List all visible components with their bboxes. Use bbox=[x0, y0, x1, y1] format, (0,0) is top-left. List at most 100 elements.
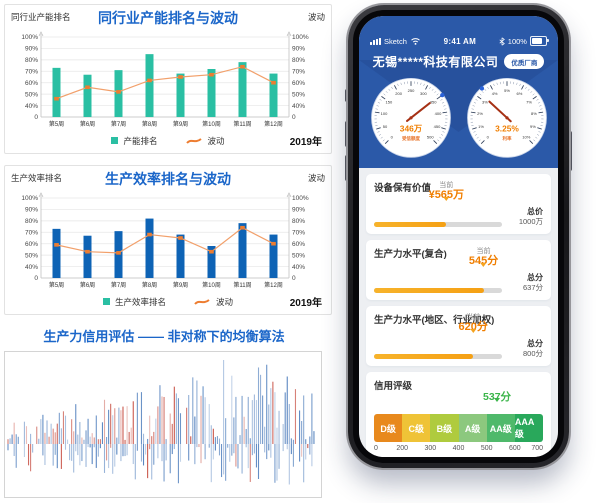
progress-zone: 当前 545分 bbox=[374, 248, 502, 293]
svg-text:10%: 10% bbox=[522, 135, 530, 140]
svg-text:100: 100 bbox=[380, 111, 387, 116]
rating-axis: 0 200 300 400 500 600 700 bbox=[374, 445, 543, 455]
card-title: 生产力水平(复合) bbox=[374, 249, 447, 260]
score-marker: 537分 bbox=[483, 392, 511, 419]
current-label: 当前 bbox=[476, 247, 491, 255]
total-label: 总分 bbox=[527, 338, 543, 348]
rating-segment: AAA级 bbox=[514, 414, 543, 442]
status-right-group: 100% bbox=[499, 36, 549, 46]
svg-text:50: 50 bbox=[382, 124, 387, 129]
app-header-panel: Sketch 9:41 AM 100% bbox=[359, 16, 558, 168]
svg-text:第7周: 第7周 bbox=[111, 281, 126, 289]
phone-mute-switch bbox=[345, 89, 349, 102]
svg-text:第8周: 第8周 bbox=[142, 281, 157, 289]
svg-text:40%: 40% bbox=[292, 103, 305, 110]
phone-mockup: Sketch 9:41 AM 100% bbox=[345, 5, 572, 468]
progress-fill bbox=[374, 288, 484, 293]
svg-text:7%: 7% bbox=[526, 99, 532, 104]
rating-segment: AA级 bbox=[486, 414, 515, 442]
svg-text:90%: 90% bbox=[292, 207, 305, 214]
phone-screen: Sketch 9:41 AM 100% bbox=[359, 16, 558, 457]
company-name: 无锡*****科技有限公司 bbox=[372, 55, 499, 69]
svg-text:70%: 70% bbox=[292, 229, 305, 236]
current-value: ¥565万 bbox=[428, 189, 465, 202]
svg-text:40%: 40% bbox=[25, 264, 38, 271]
svg-text:0: 0 bbox=[390, 135, 393, 140]
svg-text:5%: 5% bbox=[504, 88, 510, 93]
svg-text:500: 500 bbox=[426, 135, 433, 140]
bluetooth-icon bbox=[499, 36, 505, 46]
current-label: 当前 bbox=[466, 313, 481, 321]
svg-text:250: 250 bbox=[407, 88, 414, 93]
current-label: 当前 bbox=[439, 181, 454, 189]
rating-axis-label: 200 bbox=[396, 445, 408, 452]
efficiency-bar-line-plot: 100% 100% 90% 90% 80% 80% 70% 70% 60% 60% 50% 50% 40… bbox=[21, 192, 309, 289]
svg-text:70%: 70% bbox=[292, 68, 305, 75]
svg-text:50%: 50% bbox=[292, 91, 305, 98]
svg-text:90%: 90% bbox=[25, 46, 38, 53]
rating-scale: D级 C级 B级 A级 AA级 AAA级 bbox=[374, 414, 543, 442]
svg-text:100%: 100% bbox=[292, 34, 309, 41]
svg-text:第12周: 第12周 bbox=[264, 120, 283, 128]
svg-text:50%: 50% bbox=[292, 252, 305, 259]
rating-segment: D级 bbox=[374, 414, 403, 442]
company-header: 无锡*****科技有限公司 优质厂商 bbox=[359, 53, 558, 70]
svg-text:50%: 50% bbox=[25, 91, 38, 98]
total-label: 总分 bbox=[527, 272, 543, 282]
capacity-chart-header: 同行业产能排名 同行业产能排名与波动 波动 bbox=[5, 5, 331, 29]
svg-text:0: 0 bbox=[292, 114, 296, 121]
battery-icon bbox=[529, 36, 549, 46]
credit-spikes-plot bbox=[4, 351, 322, 498]
current-value: 545分 bbox=[468, 255, 499, 268]
phone-power-button bbox=[568, 131, 572, 171]
left-axis-label: 生产效率排名 bbox=[11, 173, 63, 183]
svg-text:90%: 90% bbox=[292, 46, 305, 53]
year-label: 2019年 bbox=[289, 298, 322, 309]
progress-track bbox=[374, 222, 502, 227]
svg-text:6%: 6% bbox=[516, 91, 522, 96]
progress-track bbox=[374, 354, 502, 359]
capacity-chart-card: 同行业产能排名 同行业产能排名与波动 波动 100% 100% 90% 90% 80% 8… bbox=[4, 4, 332, 154]
right-axis-label: 波动 bbox=[307, 12, 325, 22]
svg-text:第5周: 第5周 bbox=[49, 281, 64, 289]
current-value-marker: 当前 620分 bbox=[459, 314, 488, 351]
year-label: 2019年 bbox=[289, 137, 322, 148]
current-value: 620分 bbox=[458, 321, 488, 334]
svg-text:350: 350 bbox=[429, 99, 436, 104]
card-title: 生产力水平(地区、行业加权) bbox=[374, 315, 495, 326]
svg-text:第10周: 第10周 bbox=[202, 281, 221, 289]
bar-legend-swatch bbox=[111, 137, 119, 144]
card-title: 信用评级 bbox=[374, 381, 413, 392]
svg-text:80%: 80% bbox=[25, 57, 38, 64]
marker-triangle-icon bbox=[470, 329, 477, 351]
svg-text:第11周: 第11周 bbox=[233, 120, 251, 128]
svg-text:60%: 60% bbox=[292, 241, 305, 248]
progress-fill bbox=[374, 222, 447, 227]
signal-icon bbox=[370, 37, 381, 45]
svg-text:第10周: 第10周 bbox=[202, 120, 221, 128]
svg-text:3%: 3% bbox=[482, 99, 488, 104]
capacity-chart-title: 同行业产能排名与波动 bbox=[98, 10, 238, 26]
total-value: 637分 bbox=[522, 283, 543, 293]
progress-track bbox=[374, 288, 502, 293]
total-block: 总分 800分 bbox=[509, 339, 543, 359]
svg-text:第6周: 第6周 bbox=[80, 120, 95, 128]
rating-segment: C级 bbox=[402, 414, 431, 442]
svg-text:3.25%: 3.25% bbox=[495, 123, 519, 133]
equipment-value-card: 设备保有价值 当前 ¥565万 bbox=[366, 174, 551, 234]
svg-text:1%: 1% bbox=[478, 124, 484, 129]
right-axis-label: 波动 bbox=[307, 173, 325, 183]
efficiency-chart-header: 生产效率排名 生产效率排名与波动 波动 bbox=[5, 166, 331, 190]
svg-text:80%: 80% bbox=[25, 218, 38, 225]
status-left-group: Sketch bbox=[370, 37, 421, 46]
phone-volume-down-button bbox=[345, 155, 349, 181]
svg-text:0: 0 bbox=[486, 135, 489, 140]
svg-text:0: 0 bbox=[292, 275, 296, 282]
total-label: 总价 bbox=[527, 206, 543, 216]
credit-assessment-title: 生产力信用评估 —— 非对称下的均衡算法 bbox=[43, 329, 285, 344]
efficiency-chart-legend: 生产效率排名 波动 2019年 bbox=[5, 294, 331, 309]
svg-text:60%: 60% bbox=[25, 80, 38, 87]
svg-text:60%: 60% bbox=[25, 241, 38, 248]
svg-text:第9周: 第9周 bbox=[173, 281, 188, 289]
